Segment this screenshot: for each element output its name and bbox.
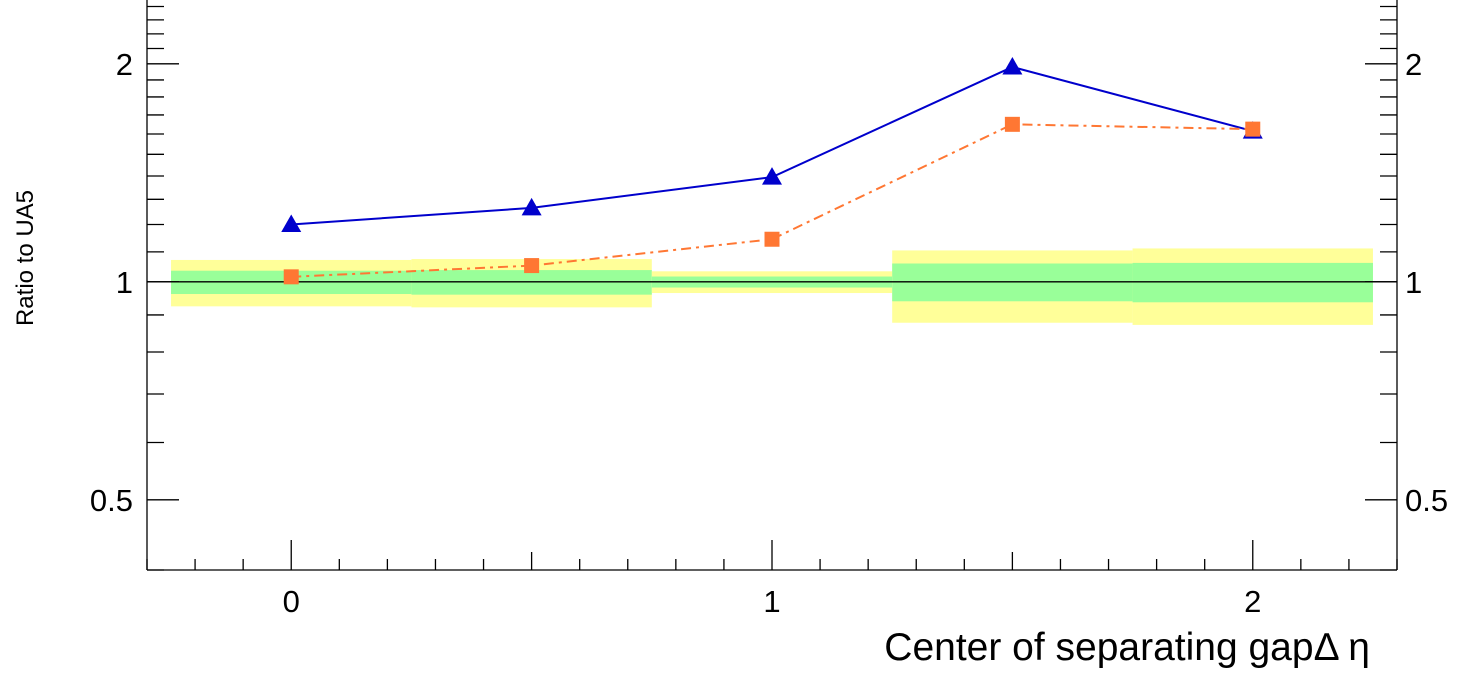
series-0-point-3: [1002, 56, 1023, 75]
x-tick-label-2: 2: [1244, 584, 1261, 619]
x-tick-label-1: 1: [763, 584, 780, 619]
series-1-point-1: [524, 258, 540, 274]
tick-labels-group: 0 1 2 0.5 0.5 1 1 2 2: [90, 47, 1448, 619]
uncertainty-bands: [171, 248, 1373, 325]
series-0-point-2: [762, 167, 782, 185]
inner-band-4: [1132, 262, 1373, 303]
series-0-point-1: [521, 197, 542, 216]
series-0-line: [291, 65, 1254, 226]
data-series-group: [281, 56, 1263, 285]
y-tick-label-right-0: 0.5: [1405, 483, 1448, 518]
series-1-point-2: [764, 231, 780, 247]
y-axis-label: Ratio to UA5: [12, 190, 39, 326]
series-1-line: [291, 123, 1253, 278]
series-1-point-3: [1004, 116, 1020, 132]
y-tick-label-right-2: 2: [1405, 47, 1422, 82]
series-0-point-0: [281, 214, 302, 232]
axes-group: [146, 0, 1398, 571]
y-tick-label-right-1: 1: [1405, 265, 1422, 300]
x-tick-label-0: 0: [283, 584, 300, 619]
x-axis-label: Center of separating gapΔ η: [884, 626, 1370, 669]
series-1-point-0: [283, 269, 299, 285]
series-1-point-4: [1245, 121, 1261, 137]
y-tick-label-left-0: 0.5: [90, 483, 133, 518]
y-tick-label-left-1: 1: [116, 265, 133, 300]
y-tick-label-left-2: 2: [116, 47, 133, 82]
